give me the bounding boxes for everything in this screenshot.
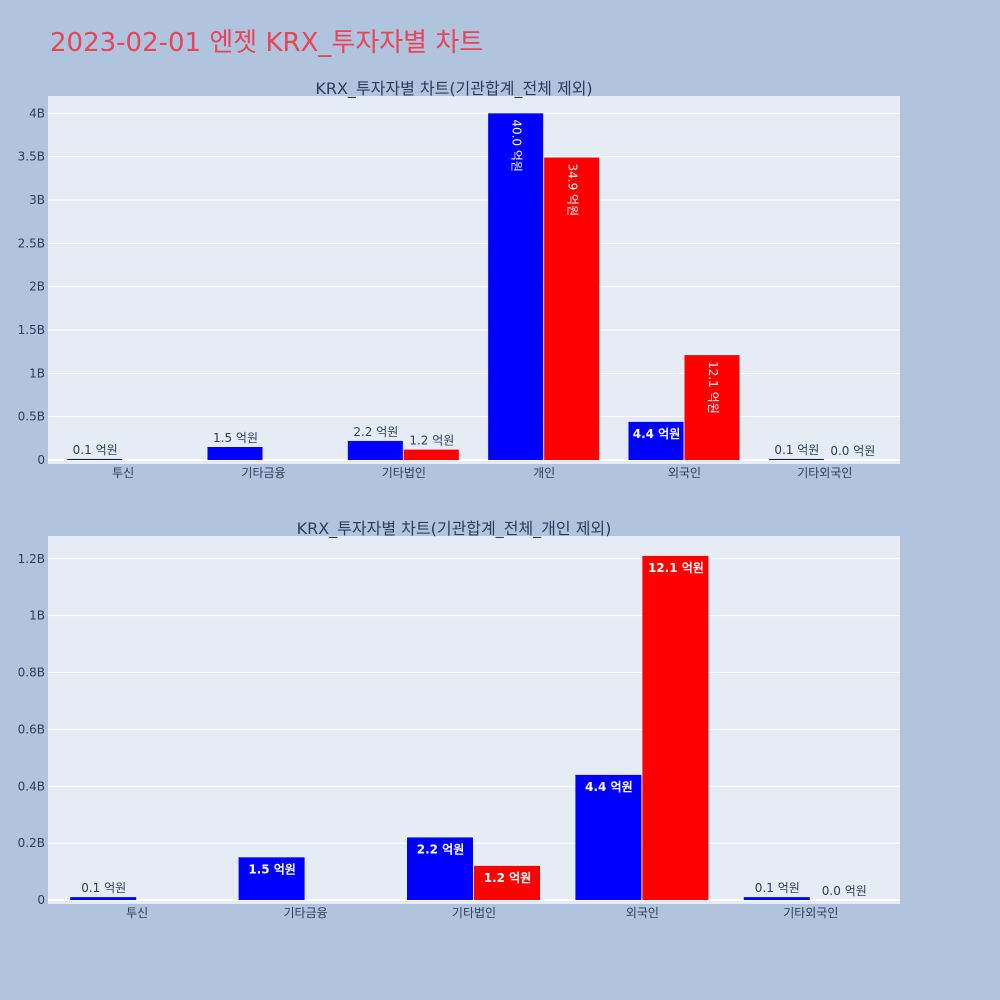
x-tick-label: 투신 <box>112 466 134 480</box>
data-label: 1.2 억원 <box>409 434 454 448</box>
bar <box>684 355 740 460</box>
page-title: 2023-02-01 엔젯 KRX_투자자별 차트 <box>50 28 484 58</box>
data-label: 2.2 억원 <box>417 842 465 856</box>
bar <box>768 459 824 460</box>
y-tick-label: 4B <box>29 106 45 120</box>
y-tick-label: 1B <box>29 366 45 380</box>
x-tick-label: 기타법인 <box>382 466 426 480</box>
chart-2: 0 0.2B 0.4B 0.6B 0.8B 1B 1.2B KRX_투자자별 차트(기관합계_… <box>18 519 900 920</box>
y-tick-label: 0 <box>37 453 45 467</box>
bar <box>207 447 263 460</box>
bar <box>67 459 123 460</box>
chart-1: 0 0.5B 1B 1.5B 2B 2.5B 3B 3.5B 4B KRX_투자자별 차트(기관합… <box>18 79 900 480</box>
x-tick-label: 개인 <box>533 466 555 480</box>
y-tick-label: 3B <box>29 193 45 207</box>
data-label: 4.4 억원 <box>633 427 681 441</box>
y-tick-label: 0 <box>37 893 45 907</box>
y-tick-label: 2.5B <box>18 236 45 250</box>
plot-area <box>48 96 900 464</box>
bar <box>403 449 459 460</box>
x-tick-label: 외국인 <box>626 906 659 920</box>
x-tick-label: 기타금융 <box>241 466 285 480</box>
data-label: 1.5 억원 <box>248 862 296 876</box>
y-tick-label: 1.2B <box>18 552 45 566</box>
y-tick-label: 0.4B <box>18 779 45 793</box>
data-label: 0.0 억원 <box>830 444 875 458</box>
bar <box>488 113 544 460</box>
x-tick-label: 외국인 <box>668 466 701 480</box>
chart-title: KRX_투자자별 차트(기관합계_전체 제외) <box>315 79 592 99</box>
data-label: 4.4 억원 <box>585 780 633 794</box>
data-label: 12.1 억원 <box>706 361 720 414</box>
y-tick-label: 1B <box>29 609 45 623</box>
x-tick-label: 투신 <box>126 906 148 920</box>
x-tick-label: 기타법인 <box>452 906 496 920</box>
data-label: 40.0 억원 <box>510 119 524 172</box>
bar <box>743 897 810 900</box>
data-label: 34.9 억원 <box>566 164 580 217</box>
y-tick-label: 1.5B <box>18 323 45 337</box>
bar <box>474 865 540 900</box>
y-tick-label: 0.6B <box>18 722 45 736</box>
x-tick-label: 기타외국인 <box>797 466 852 480</box>
bar <box>238 857 305 900</box>
bar <box>628 421 684 460</box>
y-tick-label: 0.5B <box>18 410 45 424</box>
y-tick-label: 0.2B <box>18 836 45 850</box>
data-label: 0.1 억원 <box>81 881 126 895</box>
bar <box>575 774 642 900</box>
bar <box>642 555 709 900</box>
y-tick-label: 2B <box>29 280 45 294</box>
bar <box>544 157 600 461</box>
bar <box>347 440 403 460</box>
data-label: 12.1 억원 <box>648 561 704 575</box>
data-label: 0.1 억원 <box>73 443 118 457</box>
bar <box>407 837 473 900</box>
y-tick-label: 3.5B <box>18 150 45 164</box>
x-tick-label: 기타외국인 <box>783 906 838 920</box>
x-tick-label: 기타금융 <box>284 906 328 920</box>
data-label: 1.2 억원 <box>484 871 532 885</box>
bar <box>70 897 137 900</box>
data-label: 0.1 억원 <box>755 881 800 895</box>
data-label: 0.1 억원 <box>774 443 819 457</box>
plot-area <box>48 536 900 904</box>
data-label: 0.0 억원 <box>822 884 867 898</box>
data-label: 2.2 억원 <box>353 425 398 439</box>
data-label: 1.5 억원 <box>213 431 258 445</box>
chart-title: KRX_투자자별 차트(기관합계_전체_개인 제외) <box>297 519 612 539</box>
y-tick-label: 0.8B <box>18 666 45 680</box>
